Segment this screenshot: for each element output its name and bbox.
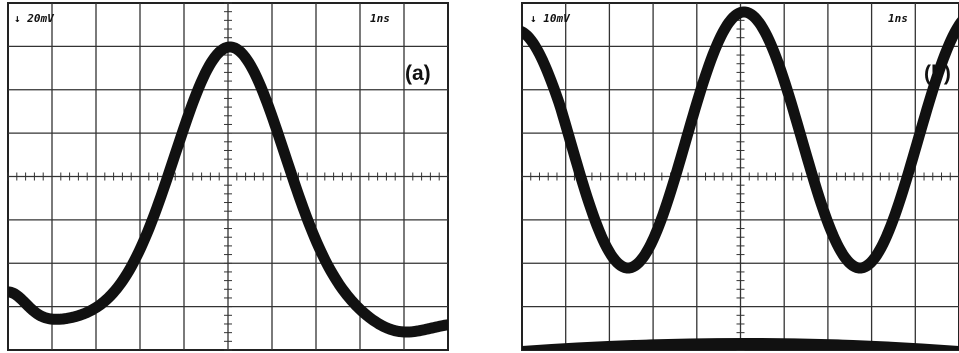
page: ↓ 20mV 1ns (a) ↓ 10mV 1ns (b) (() => { c… xyxy=(0,0,959,353)
time-label: 1ns xyxy=(370,12,390,25)
figure: ↓ 20mV 1ns (a) ↓ 10mV 1ns (b) xyxy=(0,0,959,353)
panel-b xyxy=(517,3,959,350)
panel-a xyxy=(3,3,453,350)
panel-label: (b) xyxy=(924,62,951,85)
time-label: 1ns xyxy=(888,12,908,25)
panel-label: (a) xyxy=(405,62,431,85)
scale-label: ↓ 20mV xyxy=(14,12,55,25)
scale-label: ↓ 10mV xyxy=(530,12,571,25)
